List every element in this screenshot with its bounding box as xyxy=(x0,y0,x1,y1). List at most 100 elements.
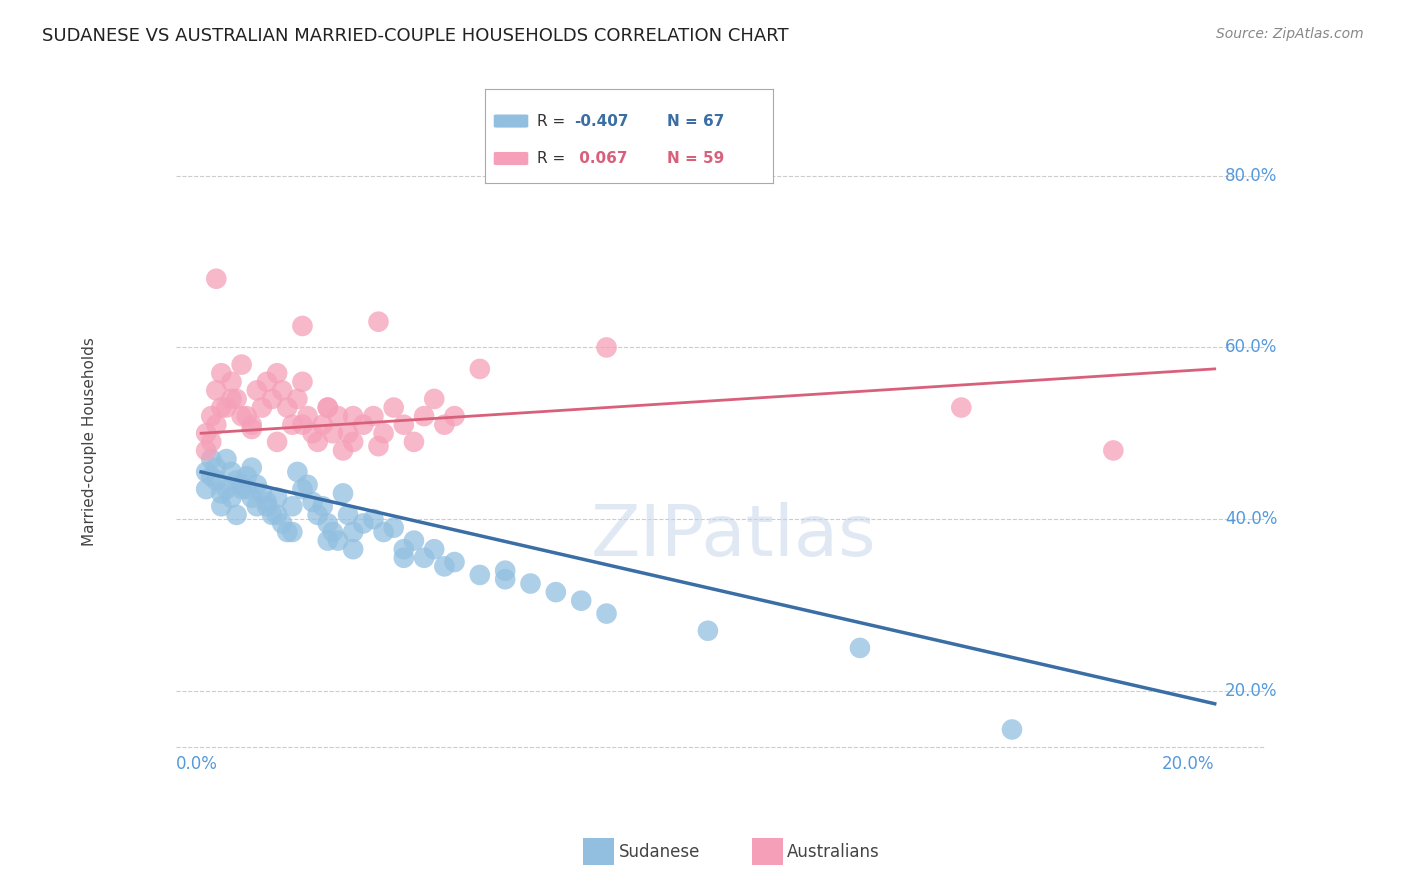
Point xyxy=(281,500,304,514)
Point xyxy=(209,401,232,415)
Text: N = 59: N = 59 xyxy=(666,151,724,166)
Point xyxy=(291,417,314,432)
Point xyxy=(256,375,278,389)
Point xyxy=(392,542,415,557)
Point xyxy=(266,491,288,505)
Point xyxy=(276,524,298,539)
Point xyxy=(326,409,349,424)
Point xyxy=(291,375,314,389)
Point xyxy=(342,434,364,449)
Point xyxy=(544,585,567,599)
Point xyxy=(240,491,263,505)
Point xyxy=(322,524,344,539)
Text: Sudanese: Sudanese xyxy=(619,843,700,861)
Text: 40.0%: 40.0% xyxy=(1225,510,1277,528)
Point xyxy=(195,482,218,496)
Point xyxy=(307,508,329,522)
Point xyxy=(281,417,304,432)
Point xyxy=(221,491,243,505)
Point xyxy=(373,426,395,441)
Point xyxy=(271,516,294,531)
Point xyxy=(301,426,323,441)
Point xyxy=(205,460,228,475)
Point xyxy=(423,392,446,406)
Point xyxy=(200,469,222,483)
Point xyxy=(209,366,232,380)
Point xyxy=(260,508,283,522)
Point xyxy=(281,524,304,539)
Point xyxy=(287,392,309,406)
Point xyxy=(326,533,349,548)
Text: Source: ZipAtlas.com: Source: ZipAtlas.com xyxy=(1216,27,1364,41)
Point xyxy=(316,533,339,548)
Point xyxy=(392,417,415,432)
FancyBboxPatch shape xyxy=(494,152,529,165)
Point xyxy=(195,443,218,458)
Point xyxy=(205,271,228,285)
Point xyxy=(225,392,247,406)
Point xyxy=(231,358,253,372)
Point xyxy=(950,401,973,415)
Point xyxy=(433,417,456,432)
Point xyxy=(271,384,294,398)
Point xyxy=(235,409,257,424)
Text: 80.0%: 80.0% xyxy=(1225,167,1277,185)
Point xyxy=(363,512,385,526)
Point xyxy=(256,495,278,509)
Point xyxy=(312,500,335,514)
Point xyxy=(382,401,405,415)
Point xyxy=(250,401,273,415)
Point xyxy=(307,434,329,449)
Point xyxy=(246,500,269,514)
Point xyxy=(367,439,389,453)
Point xyxy=(287,465,309,479)
Point xyxy=(209,500,232,514)
Point xyxy=(195,426,218,441)
Point xyxy=(342,524,364,539)
Point xyxy=(200,452,222,467)
Point xyxy=(332,486,354,500)
Point xyxy=(215,482,238,496)
Point xyxy=(266,366,288,380)
Point xyxy=(595,340,617,354)
Point xyxy=(231,482,253,496)
Point xyxy=(200,409,222,424)
Point xyxy=(423,542,446,557)
Point xyxy=(352,417,374,432)
Point xyxy=(402,434,425,449)
Point xyxy=(569,593,592,607)
Point xyxy=(342,409,364,424)
Point xyxy=(433,559,456,574)
Text: Married-couple Households: Married-couple Households xyxy=(82,337,97,546)
Text: N = 67: N = 67 xyxy=(666,113,724,128)
Point xyxy=(468,568,491,582)
Point xyxy=(209,486,232,500)
Point xyxy=(443,409,465,424)
Point xyxy=(235,482,257,496)
Point xyxy=(332,443,354,458)
Point xyxy=(595,607,617,621)
Point xyxy=(382,521,405,535)
Point xyxy=(231,478,253,492)
Point xyxy=(215,401,238,415)
Point xyxy=(225,474,247,488)
Point xyxy=(413,550,436,565)
Point xyxy=(260,392,283,406)
Text: 20.0%: 20.0% xyxy=(1163,755,1215,772)
Point xyxy=(367,315,389,329)
Point xyxy=(494,564,516,578)
Point xyxy=(316,401,339,415)
Text: -0.407: -0.407 xyxy=(575,113,628,128)
Point xyxy=(413,409,436,424)
Text: 20.0%: 20.0% xyxy=(1225,681,1278,700)
Text: 0.0%: 0.0% xyxy=(176,755,218,772)
Point xyxy=(363,409,385,424)
Point xyxy=(322,426,344,441)
Point xyxy=(221,375,243,389)
Point xyxy=(291,318,314,333)
Point xyxy=(443,555,465,569)
Point xyxy=(316,401,339,415)
Point xyxy=(1102,443,1125,458)
Point xyxy=(240,417,263,432)
Point xyxy=(266,508,288,522)
